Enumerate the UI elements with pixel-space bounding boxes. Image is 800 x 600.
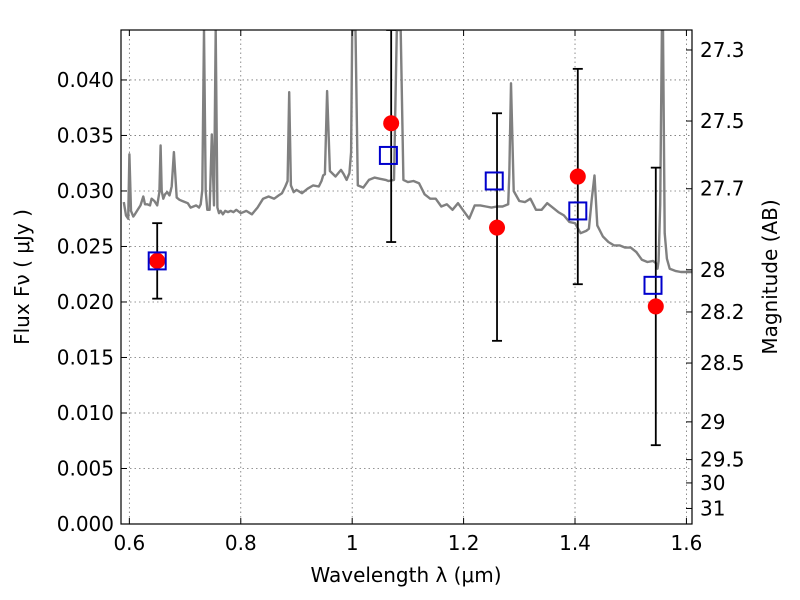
spectrum-line	[122, 30, 692, 274]
x-tick-label: 1.2	[448, 531, 480, 555]
error-bars	[152, 30, 661, 447]
x-tick-labels: 0.6 0.8 1 1.2 1.4 1.6	[113, 531, 702, 555]
observed-point	[647, 298, 664, 315]
model-point	[378, 145, 398, 165]
observed-point	[569, 168, 586, 185]
y-tick-label: 0.015	[57, 345, 114, 369]
y-tick-label: 0.030	[57, 179, 114, 203]
observed-point	[383, 115, 400, 132]
y2-tick-label: 27.3	[700, 38, 745, 62]
y2-tick-label: 28.2	[700, 300, 745, 324]
y2-axis-title: Magnitude (AB)	[758, 199, 782, 354]
model-point	[484, 171, 504, 191]
y-axis-title: Flux Fν ( μJy )	[10, 209, 34, 345]
model-point	[643, 275, 663, 295]
y2-tick-label: 29.5	[700, 448, 745, 472]
x-tick-label: 1	[346, 531, 359, 555]
model-point	[568, 201, 588, 221]
y-tick-label: 0.020	[57, 290, 114, 314]
y2-tick-label: 30	[700, 471, 725, 495]
x-tick-label: 0.8	[225, 531, 257, 555]
y-tick-label: 0.010	[57, 401, 114, 425]
y-tick-label: 0.035	[57, 123, 114, 147]
model-point	[147, 251, 167, 271]
y-tick-label: 0.025	[57, 234, 114, 258]
y-tick-label: 0.005	[57, 456, 114, 480]
y2-tick-label: 31	[700, 496, 725, 520]
tick-marks	[121, 30, 692, 525]
y-tick-label: 0.000	[57, 512, 114, 536]
observed-point	[149, 252, 166, 269]
observed-points	[149, 115, 664, 315]
y2-tick-label: 28.5	[700, 351, 745, 375]
grid	[121, 30, 692, 524]
model-points	[147, 145, 663, 295]
y2-tick-label: 27.5	[700, 109, 745, 133]
y-tick-label: 0.040	[57, 68, 114, 92]
y-tick-labels: 0.000 0.005 0.010 0.015 0.020 0.025 0.030 0.035…	[57, 68, 114, 536]
observed-point	[489, 219, 506, 236]
y2-tick-label: 29	[700, 410, 725, 434]
x-tick-label: 1.4	[559, 531, 591, 555]
plot-frame	[120, 29, 693, 525]
spectrum-layer	[122, 30, 692, 274]
y2-tick-label: 27.7	[700, 177, 745, 201]
x-tick-label: 0.6	[113, 531, 145, 555]
x-tick-label: 1.6	[671, 531, 703, 555]
x-axis-title: Wavelength λ (μm)	[310, 563, 501, 587]
y2-tick-label: 28	[700, 258, 725, 282]
